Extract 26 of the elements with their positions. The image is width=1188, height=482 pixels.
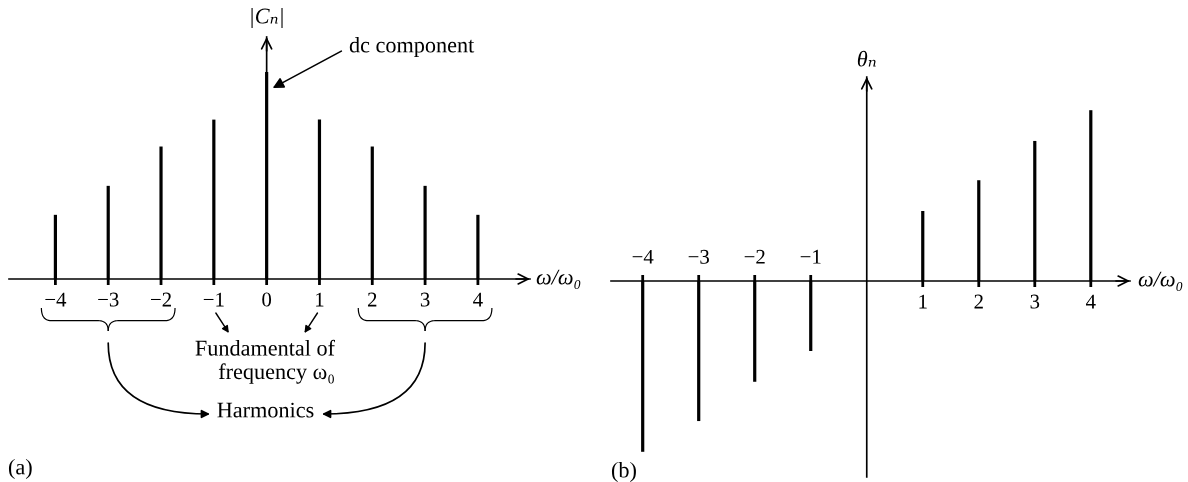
text: dc component [349,36,475,58]
x-tick-label: −2 [150,292,171,307]
x-tick-label: 4 [1086,294,1096,309]
x-tick-label: −4 [632,249,654,264]
x-tick-label: 1 [316,292,324,307]
text: Harmonics [217,402,314,418]
text: Fundamental of frequency ω₀ [195,339,335,384]
x-tick-label: 3 [420,292,430,307]
x-tick-label: 2 [974,294,983,309]
x-tick-label: −1 [203,292,224,307]
x-tick-label: −2 [744,249,765,264]
text: (a) [8,458,32,480]
x-tick-label: 4 [473,292,483,307]
x-axis-title: ω/ω₀ [536,269,581,290]
x-tick-label: 2 [367,292,377,307]
x-axis-title: ω/ω₀ [1138,271,1183,292]
text: (b) [611,461,636,482]
y-axis-title: |Cₙ| [251,7,283,29]
y-axis-title: θₙ [857,50,876,67]
x-tick-label: 1 [919,294,927,309]
x-tick-label: −3 [688,249,709,264]
x-tick-label: 3 [1030,294,1040,309]
x-tick-label: −1 [800,249,821,264]
x-tick-label: −3 [98,292,119,307]
x-tick-label: 0 [262,292,272,307]
x-tick-label: −4 [45,292,67,307]
